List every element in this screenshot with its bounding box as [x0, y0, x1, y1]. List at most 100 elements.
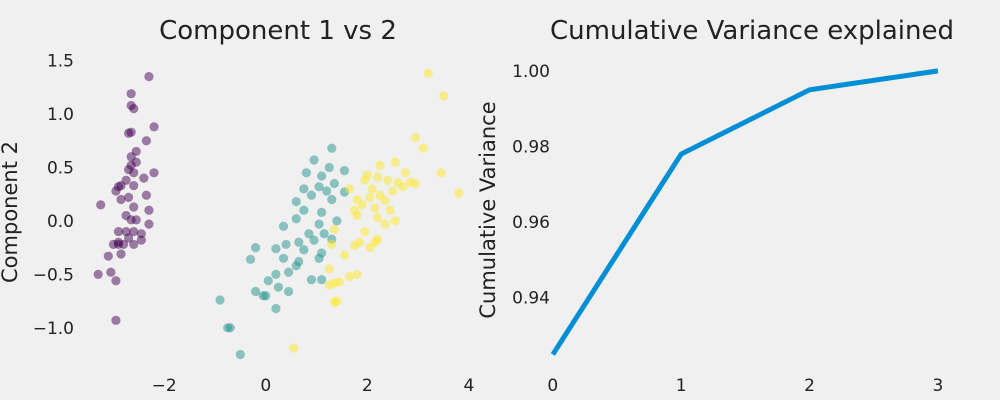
line-x-ticks: 0 1 2 3	[547, 376, 943, 396]
scatter-point-class-2	[334, 277, 345, 287]
scatter-point-class-2	[352, 269, 362, 279]
scatter-point-class-1	[327, 194, 337, 205]
scatter-point-class-1	[317, 275, 327, 285]
scatter-point-class-1	[284, 286, 294, 297]
scatter-point-class-1	[306, 190, 317, 200]
scatter-point-class-1	[215, 295, 225, 305]
line-y-axis-label: Cumulative Variance	[476, 101, 500, 318]
scatter-point-class-1	[225, 323, 235, 333]
scatter-point-class-1	[299, 245, 309, 255]
scatter-points	[93, 68, 464, 360]
scatter-point-class-0	[116, 249, 126, 259]
scatter-point-class-2	[436, 168, 446, 178]
scatter-point-class-1	[324, 162, 334, 173]
scatter-point-class-0	[129, 168, 139, 178]
scatter-point-class-0	[103, 251, 113, 261]
scatter-point-class-0	[106, 267, 116, 277]
scatter-y-tick-label: −1.0	[33, 319, 74, 339]
scatter-point-class-1	[317, 207, 327, 217]
line-y-tick-label: 0.98	[512, 138, 550, 158]
scatter-point-class-2	[380, 219, 390, 229]
scatter-point-class-2	[344, 271, 355, 282]
scatter-point-class-2	[329, 224, 339, 235]
scatter-point-class-0	[131, 215, 141, 225]
scatter-point-class-0	[129, 202, 139, 212]
scatter-point-class-0	[136, 229, 146, 239]
scatter-point-class-1	[314, 219, 324, 229]
scatter-point-class-2	[324, 264, 334, 274]
scatter-point-class-0	[113, 239, 124, 250]
scatter-point-class-2	[329, 297, 339, 307]
scatter-point-class-2	[365, 243, 375, 253]
scatter-point-class-0	[139, 173, 149, 183]
scatter-point-class-1	[309, 235, 319, 245]
scatter-point-class-2	[357, 200, 367, 210]
scatter-panel: Component 1 vs 2 Component 2 −1.0 −0.5 0.0…	[0, 16, 474, 396]
scatter-point-class-1	[251, 243, 261, 253]
scatter-point-class-1	[273, 282, 284, 292]
scatter-point-class-0	[124, 128, 134, 138]
scatter-point-class-2	[418, 143, 428, 153]
scatter-point-class-1	[329, 178, 339, 189]
scatter-y-tick-label: 0.0	[47, 212, 74, 232]
scatter-point-class-0	[129, 239, 139, 250]
scatter-point-class-2	[410, 178, 421, 189]
scatter-point-class-0	[111, 186, 121, 196]
scatter-point-class-2	[438, 91, 449, 101]
scatter-point-class-2	[398, 182, 408, 192]
cumulative-variance-panel: Cumulative Variance explained Cumulative…	[476, 16, 954, 396]
scatter-point-class-1	[291, 214, 301, 224]
scatter-point-class-0	[129, 226, 139, 237]
scatter-point-class-1	[319, 229, 329, 239]
scatter-point-class-1	[263, 276, 273, 286]
scatter-point-class-2	[324, 280, 334, 290]
scatter-point-class-1	[299, 205, 309, 215]
scatter-point-class-0	[124, 233, 134, 243]
scatter-point-class-2	[367, 184, 378, 194]
scatter-point-class-2	[289, 343, 299, 353]
scatter-point-class-2	[385, 205, 395, 215]
scatter-point-class-1	[306, 275, 317, 285]
scatter-point-class-2	[360, 175, 370, 185]
scatter-point-class-1	[245, 254, 256, 264]
scatter-point-class-0	[111, 315, 121, 325]
line-x-tick-label: 1	[676, 376, 687, 396]
scatter-point-class-2	[372, 213, 383, 223]
scatter-point-class-1	[301, 168, 311, 178]
scatter-point-class-0	[144, 71, 154, 82]
scatter-point-class-0	[144, 219, 154, 229]
scatter-point-class-1	[291, 261, 301, 271]
scatter-point-class-2	[372, 172, 383, 182]
line-y-tick-label: 1.00	[512, 62, 550, 82]
scatter-point-class-2	[352, 210, 362, 221]
scatter-x-ticks: −2 0 2 4	[152, 376, 475, 396]
scatter-y-axis-label: Component 2	[0, 141, 22, 283]
scatter-point-class-0	[124, 192, 134, 202]
scatter-point-class-1	[322, 186, 332, 196]
scatter-point-class-1	[271, 303, 281, 314]
scatter-point-class-0	[111, 276, 121, 286]
scatter-point-class-2	[339, 250, 350, 260]
scatter-point-class-1	[284, 267, 294, 277]
scatter-point-class-2	[327, 239, 337, 250]
scatter-point-class-1	[294, 237, 304, 247]
scatter-point-class-0	[129, 104, 139, 114]
scatter-point-class-1	[261, 291, 271, 301]
scatter-point-class-2	[454, 188, 464, 198]
scatter-point-class-0	[129, 181, 139, 191]
scatter-point-class-2	[365, 192, 375, 202]
scatter-point-class-1	[332, 216, 342, 226]
scatter-point-class-1	[291, 197, 301, 207]
scatter-point-class-1	[327, 143, 337, 153]
scatter-point-class-0	[136, 235, 146, 245]
scatter-point-class-2	[370, 203, 380, 213]
scatter-point-class-2	[350, 240, 360, 251]
scatter-point-class-2	[400, 168, 411, 178]
scatter-point-class-1	[317, 171, 327, 181]
scatter-y-tick-label: 1.0	[47, 105, 74, 125]
scatter-point-class-2	[423, 68, 433, 78]
scatter-y-tick-label: 0.5	[47, 158, 74, 178]
scatter-point-class-0	[93, 269, 103, 279]
scatter-point-class-0	[141, 136, 152, 146]
